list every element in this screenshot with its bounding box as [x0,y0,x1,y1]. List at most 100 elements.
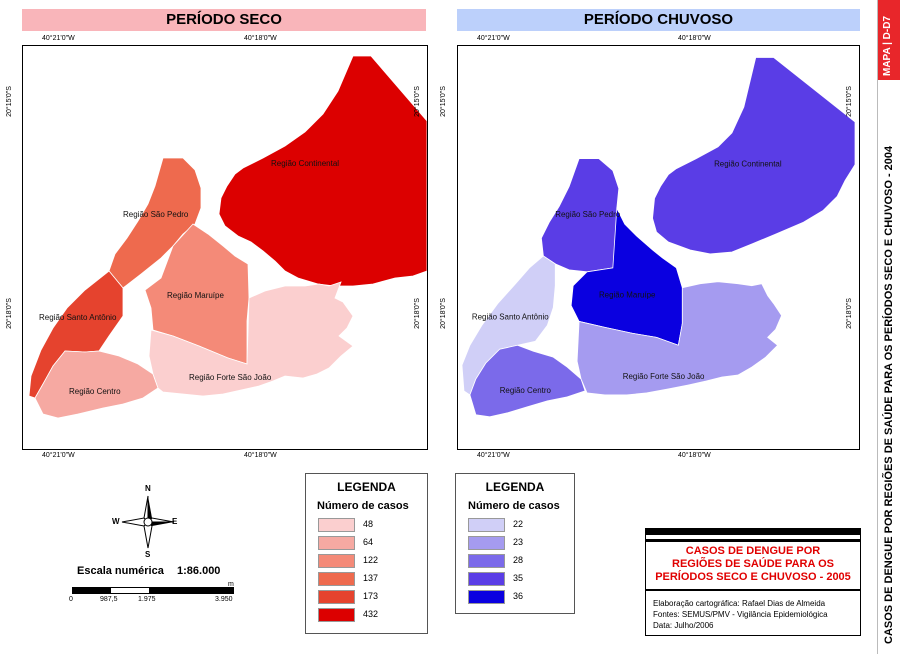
scale-tick-0: 0 [69,596,73,603]
legend-chuvoso-swatch [468,554,505,568]
label-sao-pedro-seco: Região São Pedro [123,210,189,219]
label-forte-sao-joao-seco: Região Forte São João [189,373,272,382]
label-centro-seco: Região Centro [69,387,121,396]
coord-right-y-bottom-chuvoso: 20°18'0"S [845,298,853,329]
legend-chuvoso-subtitle: Número de casos [468,500,560,512]
side-bar: MAPA | D-D7 CASOS DE DENGUE POR REGIÕES … [877,0,900,654]
region-forte-sao-joao-chuvoso [576,281,783,396]
region-continental-seco [218,55,428,287]
compass-icon [121,495,175,549]
legend-seco-value: 432 [363,609,379,619]
coord-bottom-x-left-seco: 40°21'0"W [42,452,75,459]
coord-left-y-bottom-chuvoso: 20°18'0"S [439,298,447,329]
credit-elaboracao: Elaboração cartográfica: Rafael Dias de … [653,599,826,608]
legend-seco-swatch [318,536,355,550]
legend-chuvoso-value: 23 [513,537,524,547]
region-sao-pedro-seco [108,157,202,289]
credit-data: Data: Julho/2006 [653,621,714,630]
legend-chuvoso-value: 35 [513,573,524,583]
coord-top-x-left-seco: 40°21'0"W [42,35,75,42]
legend-seco-item: 48 [318,518,418,532]
compass-n: N [145,484,151,493]
scale-unit: m [228,581,234,588]
legend-seco-value: 48 [363,519,374,529]
legend-seco-value: 64 [363,537,374,547]
legend-seco: LEGENDA Número de casos 48 64 122 137 173 432 [305,473,428,634]
coord-top-x-left-chuvoso: 40°21'0"W [477,35,510,42]
coord-bottom-x-left-chuvoso: 40°21'0"W [477,452,510,459]
compass-w: W [112,517,120,526]
legend-chuvoso-swatch [468,536,505,550]
label-centro-chuvoso: Região Centro [500,386,552,395]
legend-seco-swatch [318,608,355,622]
label-maruipe-seco: Região Maruípe [167,291,224,300]
legend-chuvoso-value: 22 [513,519,524,529]
compass-rose: N S E W [112,484,180,559]
legend-seco-value: 137 [363,573,379,583]
panel-title-chuvoso: PERÍODO CHUVOSO [457,9,860,31]
legend-seco-subtitle: Número de casos [317,500,409,512]
map-frame-chuvoso: Região Continental Região São Pedro Regi… [457,45,860,450]
coord-right-y-top-chuvoso: 20°15'0"S [845,86,853,117]
scale-tick-3: 3.950 [215,596,233,603]
credit-fontes: Fontes: SEMUS/PMV - Vigilância Epidemiol… [653,610,828,619]
coord-right-y-top-seco: 20°15'0"S [413,86,421,117]
label-sao-pedro-chuvoso: Região São Pedro [555,210,620,219]
label-continental-seco: Região Continental [271,159,339,168]
coord-top-x-right-chuvoso: 40°18'0"W [678,35,711,42]
legend-seco-item: 432 [318,608,418,622]
label-santo-antonio-chuvoso: Região Santo Antônio [472,312,549,321]
title-line-3: PERÍODOS SECO E CHUVOSO - 2005 [655,571,851,583]
legend-seco-swatch [318,572,355,586]
legend-seco-item: 122 [318,554,418,568]
region-forte-sao-joao-seco [148,281,354,397]
legend-seco-swatch [318,590,355,604]
label-maruipe-chuvoso: Região Maruípe [599,291,656,300]
scale-value: 1:86.000 [177,565,221,577]
label-santo-antonio-seco: Região Santo Antônio [39,313,117,322]
legend-chuvoso: LEGENDA Número de casos 22 23 28 35 36 [455,473,575,614]
title-line-1: CASOS DE DENGUE POR [685,545,821,557]
map-seco: Região Continental Região São Pedro Regi… [28,55,428,419]
scale-tick-2: 1.975 [138,596,156,603]
legend-chuvoso-item: 23 [468,536,568,550]
legend-chuvoso-value: 28 [513,555,524,565]
label-forte-sao-joao-chuvoso: Região Forte São João [623,372,705,381]
legend-chuvoso-item: 22 [468,518,568,532]
scale-tick-1: 987,5 [100,596,118,603]
legend-seco-swatch [318,518,355,532]
compass-s: S [145,550,151,559]
legend-seco-item: 173 [318,590,418,604]
legend-chuvoso-title: LEGENDA [485,480,545,494]
legend-chuvoso-item: 28 [468,554,568,568]
legend-chuvoso-swatch [468,572,505,586]
map-id: MAPA | D-D7 [882,15,893,76]
panel-title-seco: PERÍODO SECO [22,9,426,31]
map-frame-seco: Região Continental Região São Pedro Regi… [22,45,428,450]
coord-bottom-x-right-chuvoso: 40°18'0"W [678,452,711,459]
legend-chuvoso-value: 36 [513,591,524,601]
coord-bottom-x-right-seco: 40°18'0"W [244,452,277,459]
title-box: CASOS DE DENGUE POR REGIÕES DE SAÚDE PAR… [645,528,861,636]
coord-top-x-right-seco: 40°18'0"W [244,35,277,42]
label-continental-chuvoso: Região Continental [714,160,782,169]
coord-left-y-bottom-seco: 20°18'0"S [5,298,13,329]
legend-seco-swatch [318,554,355,568]
region-labels-chuvoso: Região Continental Região São Pedro Regi… [472,160,782,395]
legend-chuvoso-swatch [468,590,505,604]
scale-bar [72,587,234,594]
map-id-box: MAPA | D-D7 [878,0,900,80]
map-chuvoso: Região Continental Região São Pedro Regi… [461,57,856,418]
legend-chuvoso-swatch [468,518,505,532]
legend-seco-value: 173 [363,591,379,601]
scale-label: Escala numérica [77,565,164,577]
region-labels-seco: Região Continental Região São Pedro Regi… [39,159,339,396]
coord-left-y-top-seco: 20°15'0"S [5,86,13,117]
legend-chuvoso-item: 35 [468,572,568,586]
coord-right-y-bottom-seco: 20°18'0"S [413,298,421,329]
side-long-title: CASOS DE DENGUE POR REGIÕES DE SAÚDE PAR… [883,145,895,644]
legend-seco-title: LEGENDA [337,480,396,494]
title-line-2: REGIÕES DE SAÚDE PARA OS [672,558,834,570]
region-continental-chuvoso [652,57,856,255]
legend-seco-value: 122 [363,555,379,565]
